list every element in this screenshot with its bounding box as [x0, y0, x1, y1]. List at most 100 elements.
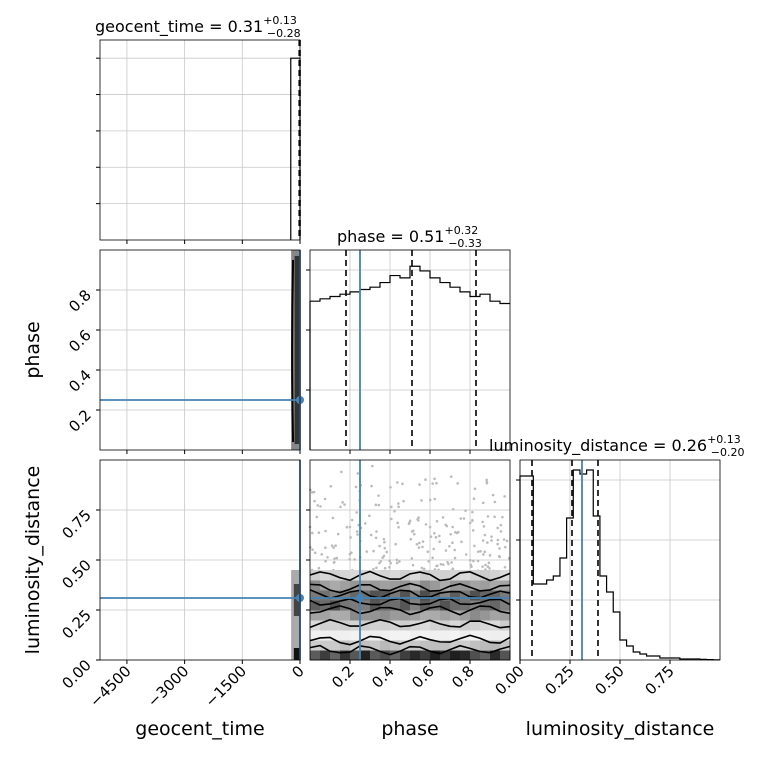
density-cell: [360, 600, 371, 611]
density-cell: [490, 640, 501, 651]
density-cell: [420, 640, 431, 651]
density-cell: [380, 610, 391, 621]
scatter-point: [330, 544, 334, 547]
x-tick-label: 0.75: [641, 662, 677, 698]
scatter-point: [453, 548, 456, 552]
scatter-point: [473, 487, 477, 491]
density-cell: [490, 590, 501, 601]
density-cell: [460, 650, 471, 661]
density-cell: [410, 610, 421, 621]
density-cell: [350, 590, 361, 601]
density-cell: [380, 640, 391, 651]
scatter-point: [482, 553, 485, 556]
density-cell: [310, 600, 321, 611]
density-cell: [430, 630, 441, 641]
scatter-point: [374, 503, 378, 507]
y-tick-label: 0.6: [65, 326, 95, 356]
scatter-point: [315, 515, 319, 519]
density-cell: [470, 650, 481, 661]
scatter-point: [390, 505, 393, 509]
density-cell: [380, 620, 391, 631]
density-cell: [350, 600, 361, 611]
scatter-point: [313, 499, 316, 503]
scatter-point: [409, 537, 413, 541]
y-tick-label: 0.00: [58, 656, 94, 692]
density-cell: [450, 620, 461, 631]
density-cell: [400, 590, 411, 601]
scatter-point: [481, 539, 485, 542]
density-cell: [360, 570, 371, 581]
scatter-point: [503, 545, 507, 549]
scatter-point: [481, 565, 484, 568]
scatter-point: [385, 550, 389, 554]
density-cell: [430, 620, 441, 631]
scatter-point: [323, 497, 327, 501]
density-cell: [380, 600, 391, 611]
density-cell: [410, 640, 421, 651]
scatter-point: [417, 546, 421, 549]
scatter-point: [383, 566, 387, 570]
density-core: [294, 256, 300, 444]
scatter-point: [356, 472, 360, 475]
x-tick-label: 0.6: [408, 662, 438, 692]
density-cell: [480, 580, 491, 591]
scatter-point: [462, 517, 466, 520]
density-cell: [410, 570, 421, 581]
scatter-point: [421, 545, 424, 549]
scatter-point: [372, 549, 375, 553]
scatter-point: [493, 515, 496, 519]
scatter-point: [487, 561, 491, 565]
density-cell: [500, 630, 511, 641]
density-cell: [400, 570, 411, 581]
x-tick-label: 0.00: [491, 662, 527, 698]
scatter-point: [375, 530, 378, 533]
density-cell: [470, 610, 481, 621]
scatter-point: [439, 562, 443, 566]
contour: [291, 259, 295, 443]
scatter-point: [496, 526, 499, 530]
scatter-point: [503, 495, 506, 498]
density-cell: [440, 650, 451, 661]
scatter-point: [355, 511, 358, 514]
xlabel-lumdist: luminosity_distance: [526, 718, 715, 740]
x-tick-label: 0.2: [328, 662, 358, 692]
title-lumdist: luminosity_distance = 0.26+0.13 −0.20: [489, 433, 745, 459]
scatter-point: [353, 558, 356, 561]
scatter-point: [421, 540, 425, 543]
density-cell: [480, 620, 491, 631]
density-cell: [430, 570, 441, 581]
density-cell: [340, 650, 351, 661]
density-cell: [410, 630, 421, 641]
scatter-point: [483, 550, 487, 554]
scatter-point: [453, 556, 457, 560]
scatter-point: [496, 542, 499, 546]
scatter-point: [471, 519, 474, 523]
density-cell: [370, 630, 381, 641]
y-tick-label: 0.25: [58, 606, 94, 642]
density-cell: [310, 610, 321, 621]
scatter-point: [397, 525, 400, 529]
y-tick-label: 0.8: [65, 286, 95, 316]
axes-frame: [309, 249, 511, 451]
scatter-point: [447, 562, 450, 566]
density-cell: [370, 580, 381, 591]
density-cell: [440, 590, 451, 601]
scatter-point: [349, 536, 352, 539]
density-cell: [360, 630, 371, 641]
scatter-point: [379, 559, 383, 563]
density-cell: [420, 590, 431, 601]
scatter-point: [499, 530, 503, 533]
scatter-point: [417, 519, 420, 522]
density-cell: [450, 600, 461, 611]
density-cell: [500, 600, 511, 611]
scatter-point: [432, 547, 435, 551]
scatter-point: [369, 533, 373, 537]
scatter-point: [499, 523, 503, 527]
x-tick-label: 0.4: [368, 662, 398, 692]
scatter-point: [316, 504, 320, 507]
density-cell: [350, 650, 361, 661]
density-core: [293, 648, 300, 660]
scatter-point: [483, 533, 487, 537]
scatter-point: [468, 559, 472, 562]
xlabel-phase: phase: [381, 718, 438, 740]
